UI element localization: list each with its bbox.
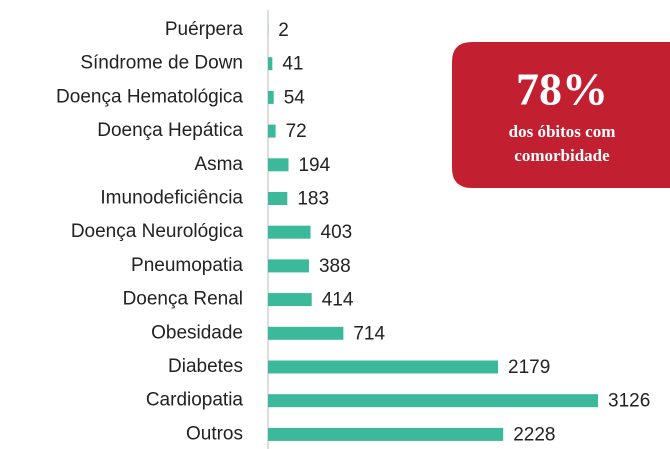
bar (268, 192, 288, 205)
category-label: Doença Hepática (97, 120, 243, 141)
value-label: 403 (321, 222, 353, 243)
category-label: Síndrome de Down (80, 53, 243, 74)
annotation-headline: 78% (516, 64, 608, 115)
bar (268, 360, 499, 374)
category-label: Doença Neurológica (71, 221, 244, 242)
category-label: Outros (186, 423, 243, 444)
bar (268, 394, 598, 408)
value-label: 2228 (513, 424, 555, 445)
annotation-text: dos óbitos com (509, 122, 616, 141)
value-label: 714 (353, 323, 385, 344)
value-label: 72 (286, 121, 307, 142)
bar (268, 293, 312, 307)
bar (268, 427, 504, 441)
category-label: Asma (194, 154, 243, 175)
bar (268, 225, 311, 239)
bar (268, 259, 309, 273)
value-label: 2179 (508, 357, 550, 378)
value-label: 194 (298, 155, 330, 176)
category-label: Doença Renal (123, 289, 243, 310)
annotation-box (452, 42, 670, 188)
value-label: 414 (322, 290, 354, 311)
value-label: 388 (319, 256, 351, 277)
value-label: 41 (282, 54, 303, 75)
category-label: Diabetes (168, 356, 243, 377)
annotation-text: comorbidade (514, 146, 610, 165)
bar (268, 124, 276, 138)
category-label: Obesidade (151, 322, 243, 343)
bar (268, 90, 274, 104)
value-label: 54 (284, 87, 306, 108)
category-label: Pneumopatia (131, 255, 243, 276)
category-label: Imunodeficiência (100, 188, 243, 209)
value-label: 3126 (608, 391, 650, 412)
value-label: 183 (297, 189, 329, 210)
category-label: Cardiopatia (146, 390, 244, 411)
bar (268, 57, 273, 71)
category-label: Puérpera (165, 19, 244, 40)
value-label: 2 (278, 20, 289, 41)
category-label: Doença Hematológica (56, 86, 243, 107)
bar (268, 158, 289, 172)
bar (268, 326, 344, 340)
